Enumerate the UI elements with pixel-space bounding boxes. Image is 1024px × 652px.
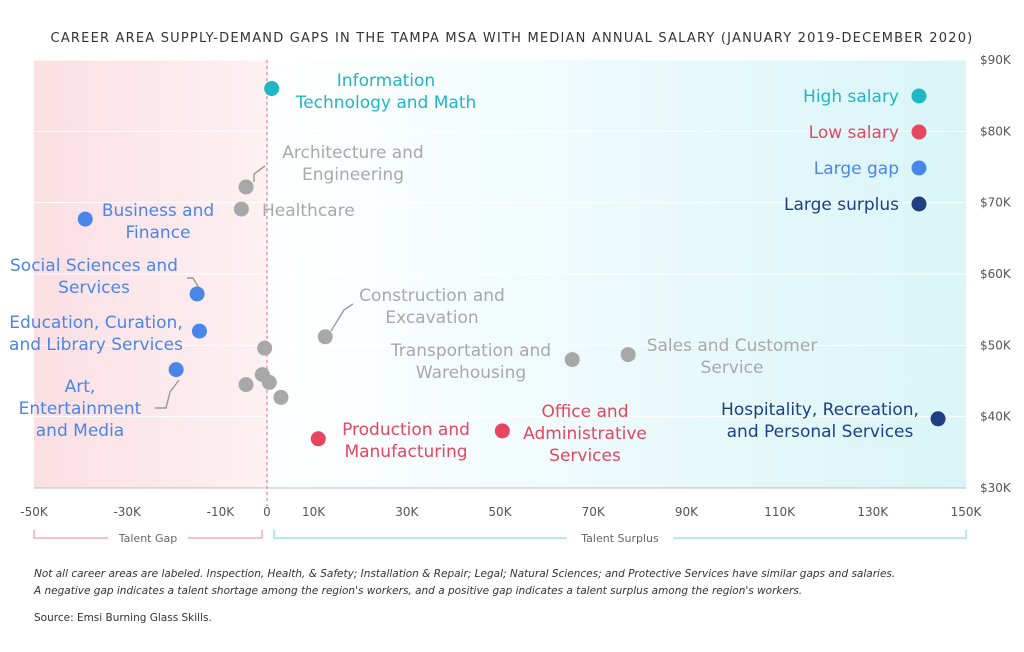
y-tick-label: $70K [980,196,1012,210]
x-tick-label: 90K [675,505,699,519]
talent-surplus-bracket-right [673,530,967,539]
leader-lines [155,165,354,409]
y-tick-label: $90K [980,53,1012,67]
data-point [273,389,289,405]
talent-surplus-bracket-left [273,530,567,539]
data-point [317,329,333,345]
data-point [238,377,254,393]
legend-swatch [911,196,927,212]
scatter-chart: CAREER AREA SUPPLY-DEMAND GAPS IN THE TA… [9,31,1012,545]
y-tick-label: $30K [980,481,1012,495]
data-point [261,374,277,390]
point-label: Transportation and Warehousing [390,341,551,383]
point-label: Information Technology and Math [295,71,477,113]
legend-label: Low salary [809,123,899,143]
x-tick-label: 10K [302,505,326,519]
data-points [77,81,946,447]
data-point [189,286,205,302]
leader-line [155,379,180,409]
talent-gap-label: Talent Gap [118,532,178,545]
point-label: Sales and Customer Service [647,336,818,378]
legend-label: Large gap [814,159,899,179]
point-label: Construction and Excavation [359,286,505,328]
leader-line [187,277,200,289]
point-label: Production and Manufacturing [342,420,470,462]
data-point [930,411,946,427]
legend-swatch [911,124,927,140]
x-tick-label: 150K [951,505,983,519]
x-tick-label: -10K [207,505,236,519]
source-note: Source: Emsi Burning Glass Skills. [34,612,212,624]
x-tick-label: 0 [263,505,271,519]
point-label: Business and Finance [102,201,214,243]
note-line-1: Not all career areas are labeled. Inspec… [34,568,896,580]
point-label: Healthcare [262,201,355,221]
point-label: Art, Entertainment and Media [19,377,142,441]
range-brackets: Talent Gap Talent Surplus [33,530,967,545]
legend-swatch [911,160,927,176]
data-point [77,211,93,227]
x-tick-label: 30K [395,505,419,519]
leader-line [253,165,266,182]
x-axis-ticks: -50K -30K -10K 0 10K 30K 50K 70K 90K 110K 130K 150K [20,505,982,519]
y-tick-label: $60K [980,267,1012,281]
data-point [494,423,510,439]
data-point [257,340,273,356]
data-point [191,323,207,339]
chart-notes: Not all career areas are labeled. Inspec… [34,566,994,600]
talent-surplus-label: Talent Surplus [580,532,659,545]
point-labels: Information Technology and Math Architectu… [9,71,919,466]
data-point [233,201,249,217]
point-label: Social Sciences and Services [10,256,178,298]
legend: High salary Low salary Large gap Large surp… [784,87,927,215]
data-point [564,352,580,368]
note-line-2: A negative gap indicates a talent shorta… [34,585,803,597]
point-label: Hospitality, Recreation, and Personal Ser… [721,400,919,442]
y-axis-ticks: $90K $80K $70K $60K $50K $40K $30K [980,53,1012,495]
y-gridlines [34,59,966,418]
data-point [620,347,636,363]
x-tick-label: 130K [857,505,889,519]
y-tick-label: $50K [980,338,1012,352]
point-label: Architecture and Engineering [282,143,423,185]
data-point [168,362,184,378]
y-tick-label: $80K [980,124,1012,138]
x-tick-label: 70K [582,505,606,519]
point-label: Education, Curation, and Library Services [9,313,183,355]
x-tick-label: 50K [488,505,512,519]
x-tick-label: -30K [113,505,142,519]
data-point [264,81,280,97]
legend-swatch [911,88,927,104]
talent-gap-bracket-left [33,530,108,539]
chart-title: CAREER AREA SUPPLY-DEMAND GAPS IN THE TA… [51,31,974,46]
x-tick-label: 110K [764,505,796,519]
data-point [310,431,326,447]
legend-label: Large surplus [784,195,899,215]
y-tick-label: $40K [980,410,1012,424]
legend-label: High salary [803,87,899,107]
data-point [238,179,254,195]
point-label: Office and Administrative Services [523,402,647,466]
leader-line [330,303,354,332]
x-tick-label: -50K [20,505,49,519]
talent-gap-bracket-right [188,530,263,539]
